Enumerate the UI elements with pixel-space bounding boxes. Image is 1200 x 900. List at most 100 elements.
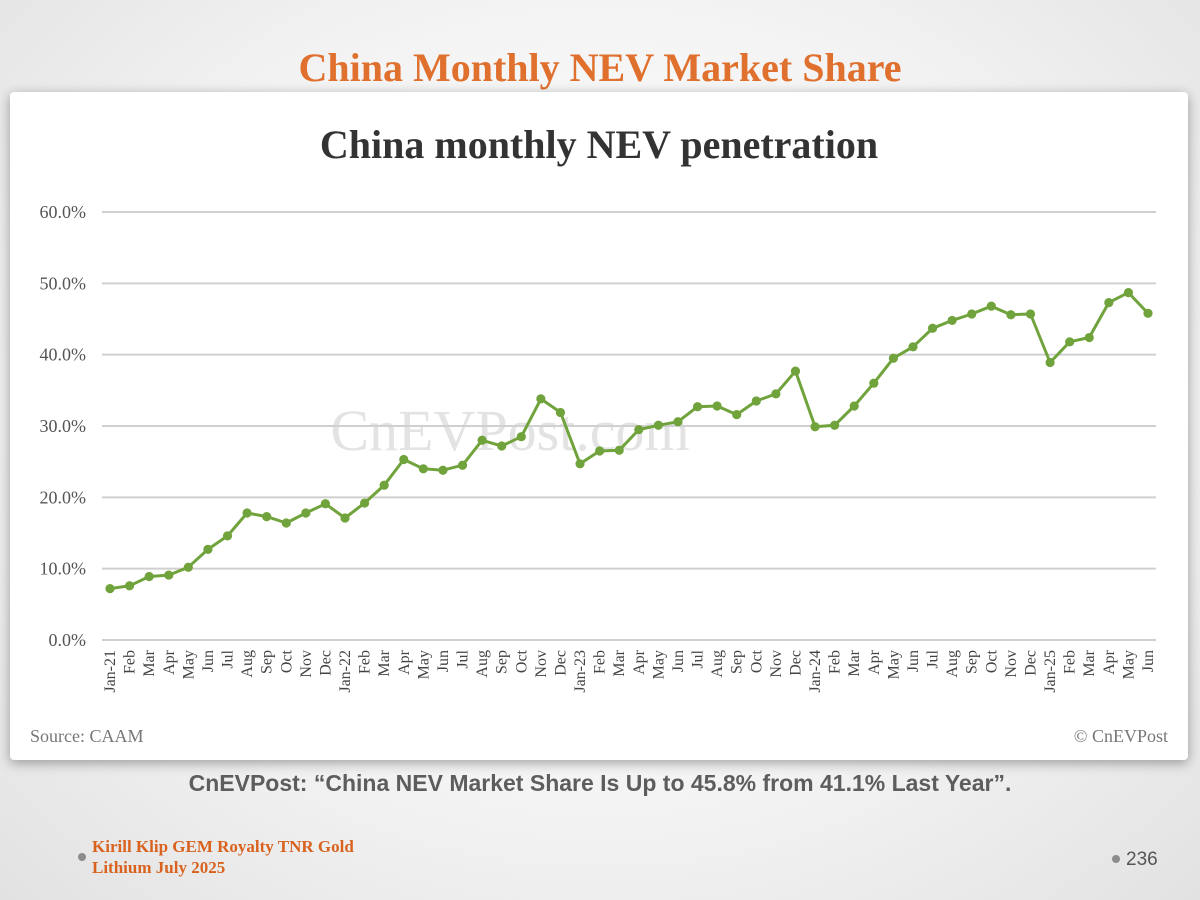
x-tick-label: Jan-21 (102, 650, 119, 693)
slide-title: China Monthly NEV Market Share (298, 45, 902, 90)
x-tick-label: Jul (455, 649, 472, 668)
data-point (555, 407, 566, 418)
data-point (281, 518, 291, 528)
x-tick-label: Jun (905, 650, 922, 672)
x-tick-label: Apr (866, 649, 883, 675)
data-point (399, 454, 409, 465)
data-point (379, 480, 389, 490)
x-tick-label: May (885, 650, 902, 679)
data-point (751, 396, 761, 406)
data-point (320, 499, 331, 509)
y-tick-label: 40.0% (40, 345, 87, 365)
data-point (830, 420, 840, 430)
x-tick-label: Feb (357, 650, 374, 674)
data-point (1143, 308, 1153, 318)
data-point (947, 315, 957, 326)
data-point (927, 323, 938, 333)
data-point (967, 309, 977, 319)
data-point (105, 584, 115, 594)
x-tick-label: Mar (376, 649, 393, 676)
data-point (614, 445, 624, 455)
x-tick-label: Sep (729, 650, 746, 674)
data-point (634, 424, 644, 435)
footer-line-1: Kirill Klip GEM Royalty TNR Gold (92, 837, 354, 856)
x-tick-label: Aug (709, 650, 726, 678)
x-tick-label: Feb (827, 650, 844, 674)
x-tick-label: Aug (474, 650, 491, 678)
data-point (692, 402, 703, 412)
y-tick-label: 60.0% (40, 202, 87, 222)
x-tick-label: Jul (690, 649, 707, 668)
x-tick-label: Mar (611, 649, 628, 676)
x-tick-label: Aug (944, 650, 961, 678)
data-point (516, 432, 526, 442)
data-point (673, 417, 683, 427)
data-point (124, 581, 135, 591)
data-point (869, 378, 879, 388)
data-point (986, 301, 996, 311)
chart-credit: © CnEVPost (1074, 726, 1168, 746)
data-point (790, 366, 801, 376)
data-point (418, 464, 428, 474)
data-point (771, 389, 781, 399)
watermark: CnEVPost.com (330, 398, 689, 463)
x-tick-label: Apr (1101, 649, 1118, 675)
y-tick-label: 10.0% (40, 559, 87, 579)
y-tick-label: 0.0% (49, 630, 87, 650)
data-point (203, 544, 213, 555)
x-tick-label: Nov (1003, 650, 1020, 678)
footer-line-2: Lithium July 2025 (92, 858, 226, 877)
x-tick-label: Mar (846, 649, 863, 676)
x-tick-label: May (650, 650, 667, 679)
x-tick-label: Dec (1022, 650, 1039, 676)
data-point (1006, 310, 1016, 320)
x-tick-label: Jul (925, 649, 942, 668)
chart-panel: China monthly NEV penetration CnEVPost.co… (10, 92, 1188, 760)
x-tick-label: Sep (259, 650, 276, 674)
x-tick-label: Dec (552, 650, 569, 676)
data-point (1084, 332, 1094, 343)
chart-title: China monthly NEV penetration (320, 122, 878, 167)
x-tick-label: Feb (122, 650, 139, 674)
data-point (1065, 337, 1075, 347)
data-point (262, 511, 272, 522)
x-tick-label: Nov (298, 650, 315, 678)
data-point (340, 513, 350, 523)
x-tick-label: May (415, 650, 432, 679)
data-point (164, 570, 174, 580)
x-tick-label: Jan-22 (337, 650, 354, 693)
slide-caption: CnEVPost: “China NEV Market Share Is Up … (188, 770, 1012, 796)
data-point (1045, 357, 1055, 368)
series-line (109, 291, 1150, 591)
data-point (908, 342, 918, 352)
data-point (712, 401, 722, 411)
x-tick-label: Jun (1140, 650, 1157, 672)
data-point (732, 409, 742, 420)
x-tick-label: Nov (533, 650, 550, 678)
footer-bullet-icon (78, 853, 86, 861)
y-tick-label: 30.0% (40, 416, 87, 436)
x-tick-label: Dec (317, 650, 334, 676)
x-tick-label: May (180, 650, 197, 679)
data-point (144, 571, 154, 582)
data-point (536, 394, 546, 404)
page-number-bullet-icon (1112, 855, 1120, 863)
data-point (1025, 309, 1036, 319)
data-point (888, 353, 898, 363)
data-point (810, 422, 820, 432)
x-tick-label: Jan-25 (1042, 650, 1059, 693)
x-tick-label: Sep (964, 650, 981, 674)
data-point (242, 508, 252, 518)
x-tick-label: Jun (435, 650, 452, 672)
data-point (222, 531, 233, 541)
x-tick-label: Feb (1062, 650, 1079, 674)
page-number: 236 (1126, 849, 1158, 870)
data-point (1123, 288, 1134, 298)
x-tick-label: Mar (141, 649, 158, 676)
x-tick-label: Oct (278, 649, 295, 673)
x-tick-label: Jan-23 (572, 650, 589, 693)
y-tick-label: 20.0% (40, 487, 87, 507)
data-point (653, 420, 663, 430)
x-tick-label: Sep (494, 650, 511, 674)
data-point (438, 465, 448, 475)
